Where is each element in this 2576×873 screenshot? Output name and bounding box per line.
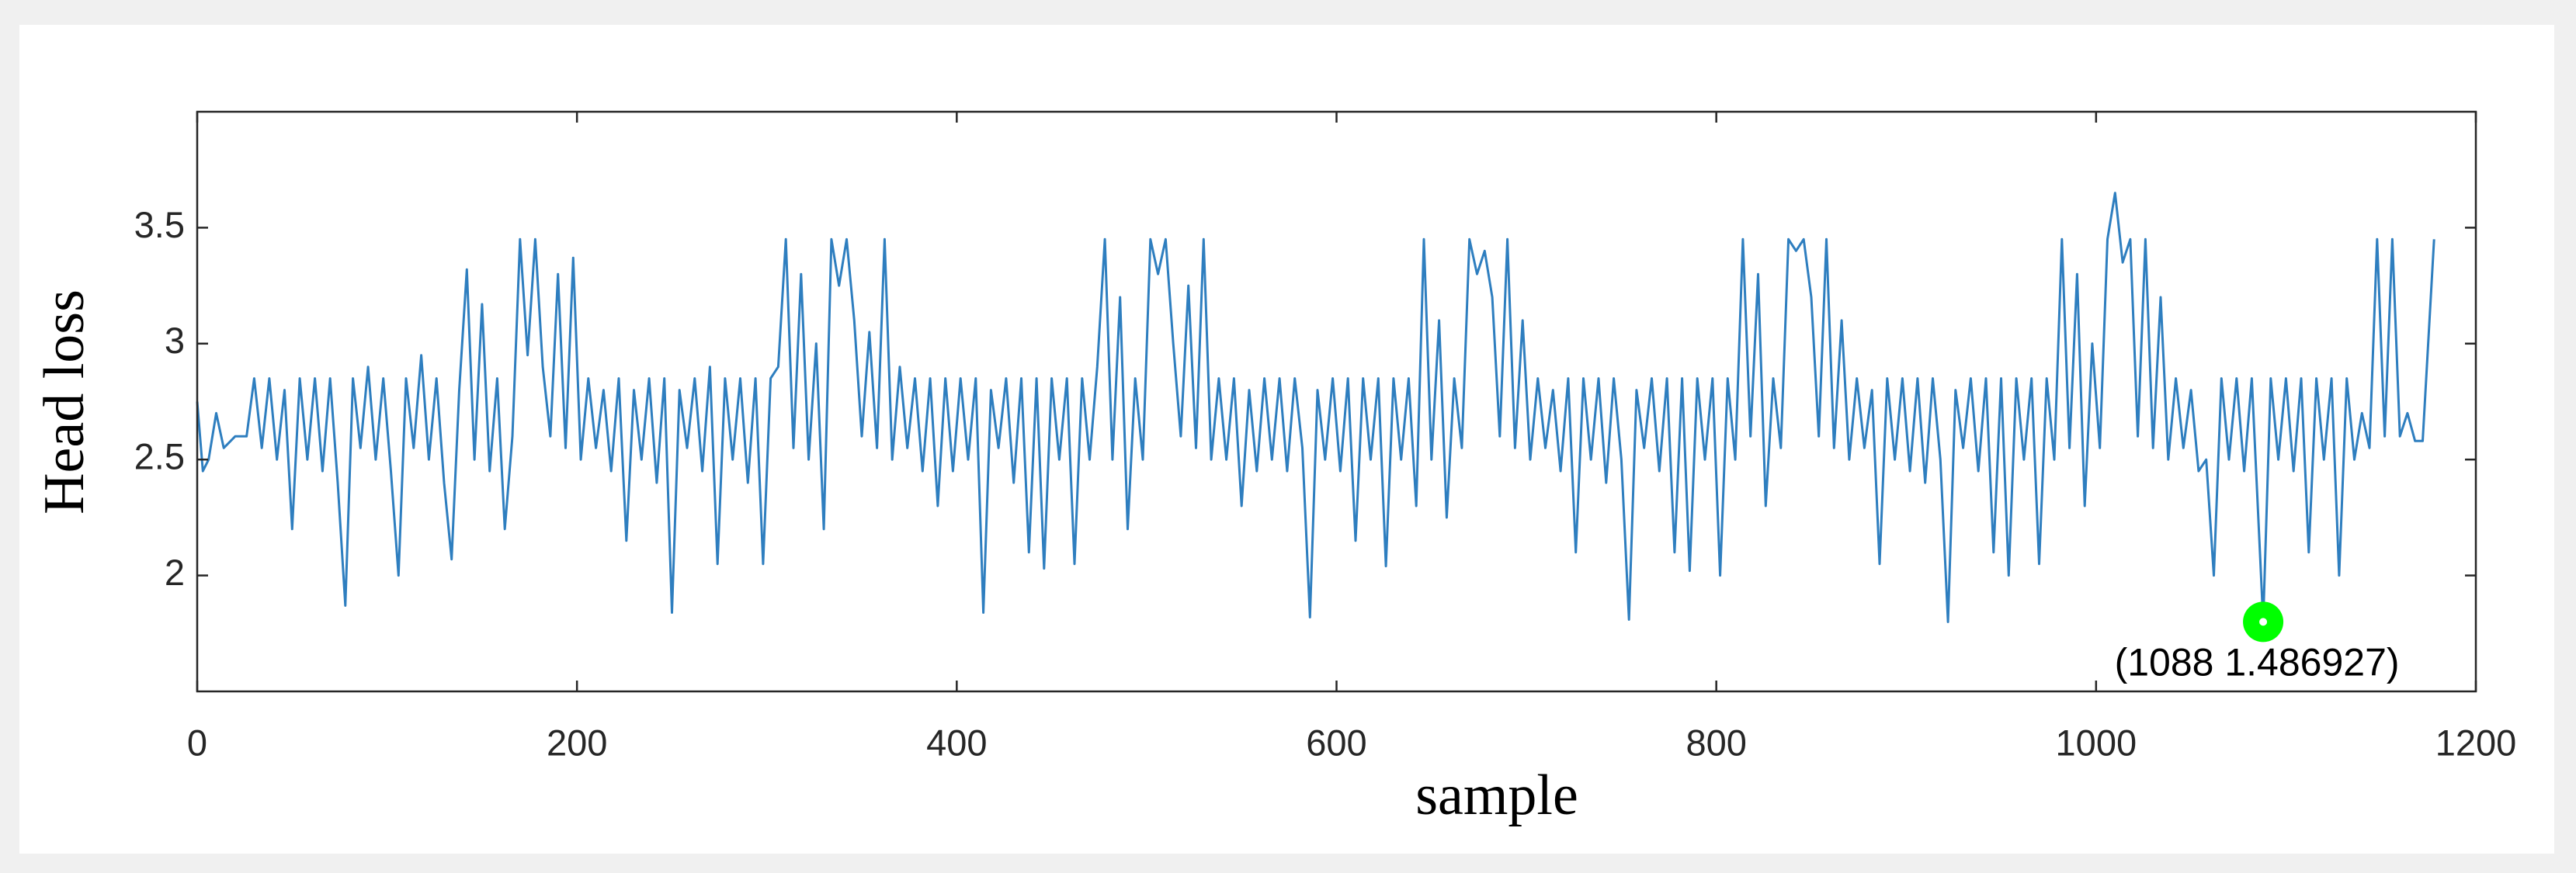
y-tick-label: 2.5 [134, 436, 185, 477]
data-line [196, 192, 2435, 623]
y-axis-label: Head loss [33, 289, 96, 514]
x-tick-label: 200 [547, 722, 607, 763]
x-tick-label: 800 [1686, 722, 1746, 763]
annotation-marker-center [2259, 618, 2268, 626]
y-tick-label: 3.5 [134, 204, 185, 245]
x-tick-label: 400 [926, 722, 987, 763]
y-tick-label: 2 [165, 552, 185, 593]
y-tick-label: 3 [165, 320, 185, 361]
plot-area [197, 112, 2476, 691]
x-axis-label: sample [1415, 764, 1578, 827]
annotation-label: (1088 1.486927) [2115, 641, 2400, 684]
x-tick-label: 0 [187, 722, 207, 763]
x-tick-label: 1200 [2435, 722, 2517, 763]
x-tick-label: 1000 [2056, 722, 2137, 763]
x-tick-label: 600 [1306, 722, 1366, 763]
